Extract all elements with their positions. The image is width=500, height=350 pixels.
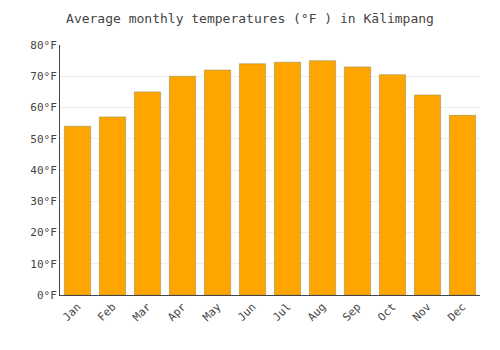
- svg-text:50°F: 50°F: [30, 133, 57, 146]
- svg-text:20°F: 20°F: [30, 226, 57, 239]
- svg-text:May: May: [200, 300, 224, 324]
- svg-text:Feb: Feb: [95, 301, 118, 324]
- svg-text:70°F: 70°F: [30, 70, 57, 83]
- svg-text:Oct: Oct: [375, 301, 398, 324]
- svg-text:Dec: Dec: [445, 301, 468, 324]
- svg-text:Aug: Aug: [305, 301, 328, 324]
- svg-text:30°F: 30°F: [30, 195, 57, 208]
- svg-text:60°F: 60°F: [30, 101, 57, 114]
- svg-text:0°F: 0°F: [37, 289, 57, 302]
- svg-text:80°F: 80°F: [30, 39, 57, 52]
- svg-text:Jun: Jun: [235, 301, 258, 324]
- svg-text:Mar: Mar: [130, 300, 154, 324]
- svg-text:Apr: Apr: [165, 300, 189, 324]
- svg-text:Jan: Jan: [60, 301, 83, 324]
- svg-text:Nov: Nov: [410, 300, 434, 324]
- svg-text:Sep: Sep: [340, 301, 363, 324]
- svg-text:Jul: Jul: [270, 301, 293, 324]
- svg-text:40°F: 40°F: [30, 164, 57, 177]
- svg-text:10°F: 10°F: [30, 258, 57, 271]
- svg-text:Average monthly temperatures (: Average monthly temperatures (°F ) in Kā…: [66, 11, 434, 26]
